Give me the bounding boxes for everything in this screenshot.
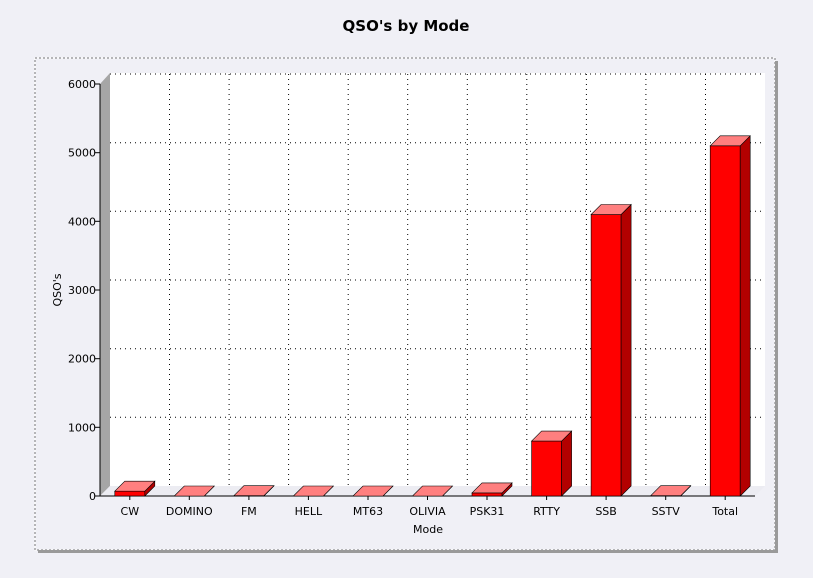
bar-side [620,203,632,497]
bars [114,135,751,497]
bar-top [649,485,692,497]
y-tick-label: 2000 [68,353,96,366]
y-axis-ticks: 0 1000 2000 3000 4000 5000 6000 [68,78,100,503]
bar [709,135,751,497]
bar-top [590,204,632,215]
bar-side [739,135,751,497]
bar-front [709,145,741,497]
bar-side [561,430,572,497]
bar-front [531,440,562,497]
bar [411,485,454,497]
bar-top [114,480,156,492]
bar-top [173,485,216,497]
x-tick-label: RTTY [533,505,560,518]
bar [352,485,394,497]
y-tick-label: 5000 [68,147,96,160]
plot-background [110,73,765,486]
bar-front [590,214,622,497]
bar [590,203,632,497]
x-tick-label: SSB [595,505,617,518]
bar [292,485,335,497]
bar [173,485,216,497]
bar-top [411,485,454,497]
x-tick-label: SSTV [652,505,681,518]
grid-lines [110,73,765,486]
bar-top [709,135,751,147]
y-tick-label: 0 [89,490,96,503]
x-tick-label: PSK31 [470,505,505,518]
y-tick-label: 3000 [68,284,96,297]
y-tick-label: 6000 [68,78,96,91]
x-axis-label: Mode [413,523,443,536]
chart-title: QSO's by Mode [343,17,470,35]
x-tick-label: DOMINO [166,505,213,518]
bar-top [352,485,394,497]
chart-frame-shadow-right [775,61,778,553]
y-axis-label: QSO's [51,273,64,306]
left-wall [100,73,110,496]
bar [471,482,513,497]
x-tick-label: OLIVIA [409,505,446,518]
x-axis-ticks: CW DOMINO FM HELL MT63 OLIVIA PSK31 RTTY SSB SSTV… [121,496,738,518]
y-tick-label: 4000 [68,215,96,228]
y-tick-label: 1000 [68,421,96,434]
x-tick-label: MT63 [353,505,383,518]
bar-top [233,485,275,497]
x-tick-label: HELL [295,505,323,518]
bar-top [471,482,513,494]
chart-frame-shadow-bottom [38,550,778,553]
bar [114,480,156,497]
bar [530,430,573,497]
bar-front [471,492,503,497]
bar-top [292,485,335,497]
bar-front [114,490,146,497]
x-tick-label: Total [711,505,738,518]
x-tick-label: FM [241,505,257,518]
x-tick-label: CW [121,505,140,518]
bar-top [530,430,573,442]
bar [649,484,692,497]
